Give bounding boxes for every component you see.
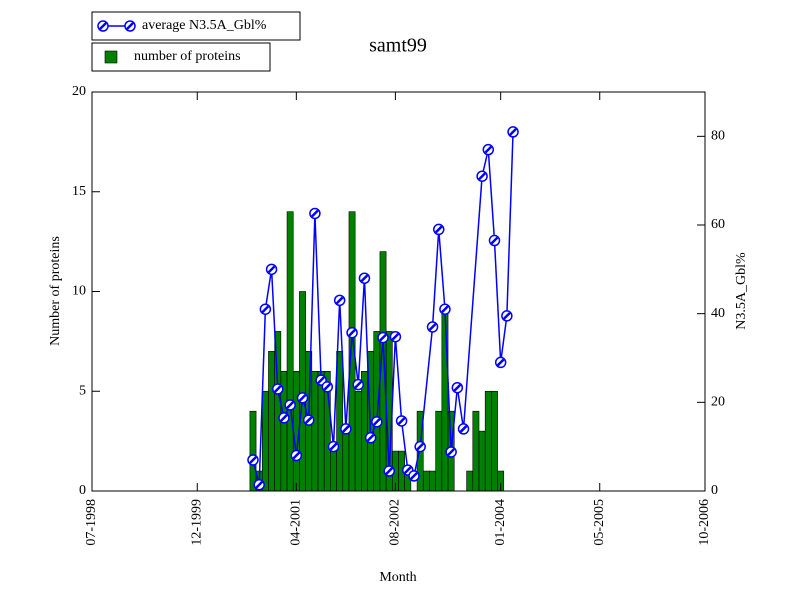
- marker-stripe: [341, 425, 350, 433]
- bar: [311, 370, 319, 492]
- marker-stripe: [304, 416, 313, 424]
- bar: [249, 410, 257, 492]
- marker-stripe: [484, 145, 493, 154]
- bar: [478, 430, 486, 492]
- marker-stripe: [397, 417, 406, 425]
- y2-tick-label: 40: [711, 306, 725, 321]
- marker-stripe: [478, 172, 486, 181]
- x-axis-label: Month: [379, 570, 416, 585]
- marker-stripe: [416, 442, 425, 451]
- plot-frame: [91, 91, 706, 492]
- marker-stripe: [385, 467, 394, 475]
- marker-stripe: [447, 448, 456, 456]
- bar: [435, 410, 443, 492]
- legend-label: number of proteins: [134, 49, 241, 64]
- marker-stripe: [410, 472, 418, 480]
- marker-stripe: [372, 417, 381, 426]
- marker-stripe: [459, 425, 468, 433]
- bar: [268, 351, 275, 492]
- marker-stripe: [298, 394, 307, 402]
- marker-stripe: [391, 332, 400, 341]
- bar: [261, 390, 269, 492]
- bar: [429, 470, 436, 492]
- y2-tick-label: 60: [711, 217, 725, 232]
- legend-label: average N3.5A_Gbl%: [142, 18, 267, 33]
- bar: [361, 370, 368, 492]
- legend-box: [91, 42, 271, 72]
- x-tick-label: 07-1998: [84, 499, 99, 546]
- y-tick-label: 5: [79, 383, 86, 398]
- y2-axis-label: N3.5A_Gbl%: [734, 252, 749, 330]
- y2-tick-label: 20: [711, 395, 725, 410]
- bar: [466, 470, 474, 492]
- marker-stripe: [434, 225, 443, 234]
- bar: [422, 470, 430, 492]
- y-tick-label: 0: [79, 483, 86, 498]
- bar: [299, 291, 306, 492]
- marker-stripe: [354, 380, 363, 389]
- x-tick-label: 04-2001: [289, 499, 304, 546]
- marker-stripe: [329, 442, 338, 451]
- marker-stripe: [286, 401, 295, 409]
- y2-tick-label: 0: [711, 483, 718, 498]
- line: [252, 131, 514, 485]
- bar: [484, 390, 492, 492]
- marker-stripe: [255, 480, 264, 489]
- marker-stripe: [273, 385, 282, 393]
- x-tick-label: 05-2005: [592, 499, 607, 546]
- marker-stripe: [311, 209, 319, 218]
- x-tick-label: 08-2002: [388, 499, 403, 546]
- marker-stripe: [453, 383, 462, 392]
- marker-stripe: [366, 433, 375, 442]
- x-tick-label: 10-2006: [697, 499, 712, 546]
- y-tick-label: 10: [72, 284, 86, 299]
- y-axis-label: Number of proteins: [48, 236, 63, 346]
- marker-stripe: [280, 413, 288, 422]
- bar: [373, 331, 381, 492]
- y-tick-label: 20: [72, 84, 86, 99]
- legend-stripe: [126, 22, 134, 30]
- marker-stripe: [348, 328, 356, 337]
- bar: [286, 211, 294, 492]
- marker-stripe: [360, 274, 369, 283]
- marker-stripe: [496, 358, 505, 367]
- legend-stripe: [99, 22, 107, 30]
- marker-stripe: [292, 451, 301, 460]
- marker-stripe: [379, 333, 387, 342]
- marker-stripe: [267, 265, 276, 274]
- bar: [472, 410, 480, 492]
- bar: [491, 390, 498, 492]
- marker-stripe: [502, 311, 511, 320]
- x-tick-label: 01-2004: [493, 499, 508, 546]
- bar: [330, 450, 337, 492]
- bar: [342, 430, 350, 492]
- marker-stripe: [428, 323, 437, 331]
- marker-stripe: [490, 236, 499, 245]
- chart-title: samt99: [369, 35, 427, 57]
- marker-stripe: [323, 382, 332, 391]
- bar: [441, 311, 449, 492]
- marker-stripe: [441, 305, 449, 314]
- marker-stripe: [509, 128, 517, 136]
- y-tick-label: 15: [72, 184, 86, 199]
- bar: [354, 390, 362, 492]
- marker-stripe: [249, 456, 257, 464]
- y2-tick-label: 80: [711, 129, 725, 144]
- x-tick-label: 12-1999: [189, 499, 204, 546]
- marker-stripe: [261, 305, 270, 314]
- marker-stripe: [335, 296, 344, 305]
- legend-swatch: [104, 50, 118, 64]
- marker-stripe: [317, 376, 325, 385]
- marker-stripe: [403, 466, 412, 475]
- bar: [336, 351, 344, 492]
